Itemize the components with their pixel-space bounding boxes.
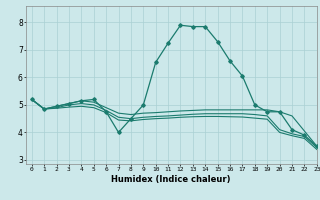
X-axis label: Humidex (Indice chaleur): Humidex (Indice chaleur) bbox=[111, 175, 231, 184]
